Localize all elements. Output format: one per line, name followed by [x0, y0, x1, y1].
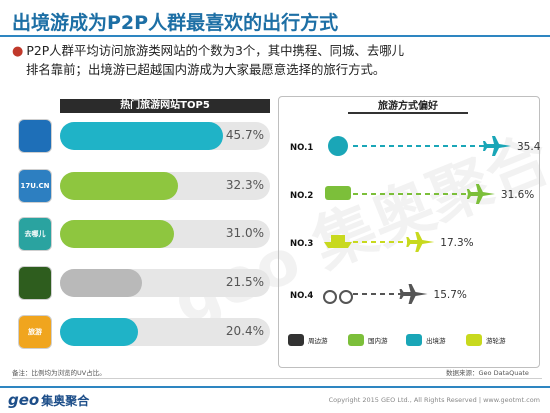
bar-track: 20.4%	[60, 318, 270, 346]
footer-rule	[0, 386, 550, 388]
bar-value-label: 20.4%	[225, 324, 264, 338]
van-icon	[325, 186, 351, 200]
legend-label: 周边游	[308, 336, 328, 345]
preference-value: 35.4%	[517, 141, 540, 153]
bar-track: 21.5%	[60, 269, 270, 297]
rank-label: NO.4	[290, 291, 313, 301]
bar-track: 32.3%	[60, 172, 270, 200]
qunar-icon: 去哪儿	[18, 217, 52, 251]
bar	[60, 318, 138, 346]
rank-label: NO.2	[290, 191, 313, 201]
rank-label: NO.3	[290, 239, 313, 249]
ctrip-icon	[18, 119, 52, 153]
legend-swatch	[466, 334, 482, 346]
bar	[60, 220, 174, 248]
geo-logo: geo 集奥聚合	[8, 391, 89, 409]
logo-mark: geo	[8, 391, 40, 409]
title-underline	[0, 35, 550, 37]
preference-value: 31.6%	[501, 189, 534, 201]
ship-icon	[324, 242, 352, 248]
bar-value-label: 45.7%	[225, 128, 264, 142]
ship-cabin	[331, 235, 345, 242]
bar	[60, 172, 178, 200]
plane-icon	[406, 232, 435, 252]
travel-preference-chart: NO.1 35.4% NO.2 31.6% NO.3 17.3% NO.4 15.7% 周边游 国…	[288, 136, 540, 346]
bar	[60, 269, 142, 297]
preference-value: 15.7%	[434, 289, 467, 301]
legend-label: 国内游	[368, 336, 388, 345]
icon-caption: 去哪儿	[24, 230, 46, 238]
page-title: 出境游成为P2P人群最喜欢的出行方式	[12, 12, 339, 34]
bar-value-label: 31.0%	[225, 226, 264, 240]
bar-value-label: 32.3%	[225, 178, 264, 192]
travel-preference-panel	[278, 96, 540, 368]
footer-divider	[12, 378, 542, 379]
tuniu-icon: 旅游	[18, 315, 52, 349]
bar-value-label: 21.5%	[225, 275, 264, 289]
copyright: Copyright 2015 GEO Ltd., All Rights Rese…	[328, 396, 540, 404]
legend-swatch	[348, 334, 364, 346]
preference-value: 17.3%	[440, 237, 473, 249]
icon-caption: 旅游	[28, 328, 42, 336]
legend-label: 出境游	[426, 336, 446, 345]
bar-track: 45.7%	[60, 122, 270, 150]
icon-caption: 17U.CN	[20, 182, 50, 190]
logo-name: 集奥聚合	[41, 394, 90, 408]
bike-icon	[323, 290, 337, 304]
footnote: 备注：比例均为浏览的UV占比。	[12, 369, 106, 377]
right-chart-title: 旅游方式偏好	[348, 100, 468, 114]
rank-label: NO.1	[290, 143, 313, 153]
plane-icon	[399, 284, 428, 304]
summary-line-1: P2P人群平均访问旅游类网站的个数为3个，其中携程、同城、去哪儿	[26, 43, 404, 58]
globe-icon	[328, 136, 348, 156]
bike-wheel	[339, 290, 353, 304]
bar	[60, 122, 223, 150]
legend-swatch	[288, 334, 304, 346]
data-source: 数据来源：Geo DataQuate	[446, 369, 529, 377]
summary-text: ● P2P人群平均访问旅游类网站的个数为3个，其中携程、同城、去哪儿 排名靠前；出…	[12, 42, 542, 79]
legend-swatch	[406, 334, 422, 346]
legend-label: 游轮游	[486, 336, 506, 345]
summary-line-2: 排名靠前；出境游已超越国内游成为大家最愿意选择的旅行方式。	[26, 62, 386, 77]
lvmama-icon	[18, 266, 52, 300]
bullet-dot: ●	[12, 44, 24, 59]
plane-icon	[483, 136, 511, 156]
bar-track: 31.0%	[60, 220, 270, 248]
plane-icon	[466, 184, 495, 204]
ly-icon: 17U.CN	[18, 169, 52, 203]
left-chart-title: 热门旅游网站TOP5	[60, 99, 270, 113]
